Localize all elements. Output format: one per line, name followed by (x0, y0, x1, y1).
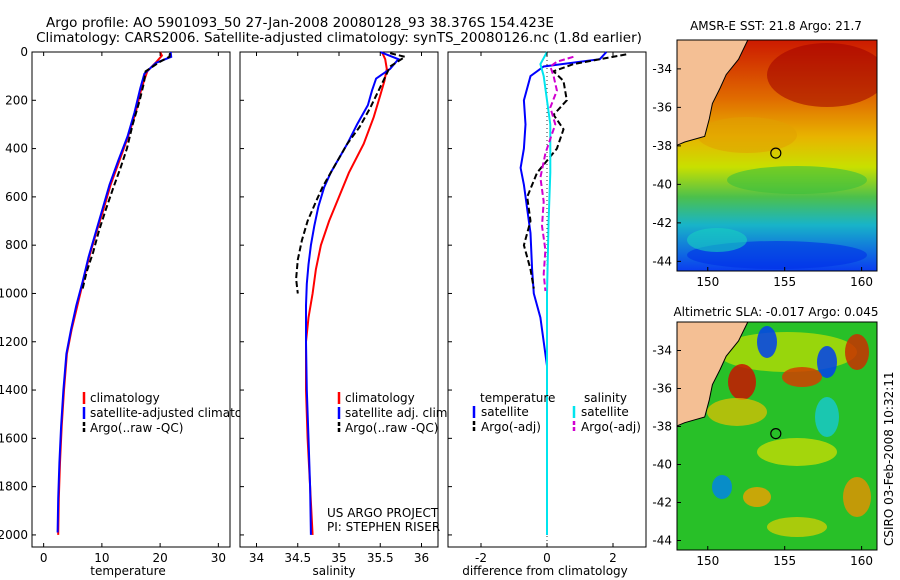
legend-label-climatology: climatology (345, 391, 415, 405)
y-tick-label: 1600 (0, 431, 28, 445)
y-tick-label: 1400 (0, 383, 28, 397)
map-lat-label: -36 (652, 382, 672, 396)
legend-label-temp-argo: Argo(-adj) (481, 420, 541, 434)
x-tick-label: 0 (543, 551, 551, 565)
sla-map-title: Altimetric SLA: -0.017 Argo: 0.045 (673, 305, 878, 319)
y-tick-label: 1000 (0, 286, 28, 300)
sst-map-frame (676, 39, 878, 272)
series-line-argo-raw-qc (81, 53, 171, 292)
temperature-x-label: temperature (90, 564, 165, 578)
map-lon-label: 150 (696, 554, 719, 568)
legend-title-salinity: salinity (584, 391, 627, 405)
x-tick-label: 0 (40, 551, 48, 565)
x-tick-label: 35.5 (367, 551, 394, 565)
series-line-temperature-satellite (519, 51, 608, 535)
map-lat-label: -34 (652, 62, 672, 76)
temperature-legend: climatology satellite-adjusted climatolo… (82, 391, 268, 435)
map-lon-label: 160 (850, 275, 873, 289)
y-tick-label: 0 (20, 45, 28, 59)
legend-label-argo: Argo(..raw -QC) (90, 421, 183, 435)
x-tick-label: 30 (211, 551, 226, 565)
x-tick-label: 34 (249, 551, 264, 565)
salinity-axes (239, 51, 439, 548)
y-tick-label: 800 (5, 238, 28, 252)
temperature-axes (31, 51, 231, 548)
salinity-legend: climatology satellite adj. clim. Argo(..… (337, 391, 451, 435)
sst-map-panel: AMSR-E SST: 21.8 Argo: 21.7 (652, 19, 878, 289)
x-tick-label: -2 (475, 551, 487, 565)
map-lat-label: -36 (652, 100, 672, 114)
x-tick-label: 10 (94, 551, 109, 565)
sla-land-mass (677, 322, 748, 427)
map-lat-label: -42 (652, 216, 672, 230)
x-tick-label: 2 (609, 551, 617, 565)
sst-map-field (677, 40, 877, 271)
series-line-temperature-argo-adj (522, 53, 627, 289)
temperature-profile-panel: 0 10 20 30 0 200 400 600 800 1000 1200 1400 1600 1800… (0, 45, 268, 578)
sst-map-title: AMSR-E SST: 21.8 Argo: 21.7 (690, 19, 862, 33)
side-timestamp-label: CSIRO 03-Feb-2008 10:32:11 (882, 371, 896, 546)
series-line-salinity-argo-adj (539, 55, 574, 292)
x-tick-label: 34.5 (284, 551, 311, 565)
map-lat-label: -38 (652, 139, 672, 153)
difference-legend: temperature salinity satellite Argo(-adj… (472, 391, 641, 434)
y-tick-label: 1200 (0, 335, 28, 349)
map-lat-label: -44 (652, 254, 672, 268)
salinity-profile-panel: 34 34.5 35 35.5 36 salinity climatology sate… (239, 51, 451, 578)
sst-land-mass (677, 40, 748, 146)
y-tick-label: 400 (5, 142, 28, 156)
y-tick-label: 200 (5, 93, 28, 107)
map-lat-label: -42 (652, 496, 672, 510)
legend-label-argo: Argo(..raw -QC) (345, 421, 438, 435)
map-lat-label: -44 (652, 534, 672, 548)
legend-label-sal-argo: Argo(-adj) (581, 420, 641, 434)
difference-profile-panel: -2 0 2 difference from climatology tempera… (447, 51, 647, 578)
x-tick-label: 36 (414, 551, 429, 565)
figure-title-line2: Climatology: CARS2006. Satellite-adjuste… (36, 30, 642, 46)
legend-label-climatology: climatology (90, 391, 160, 405)
legend-label-satellite: satellite-adjusted climatology (90, 406, 268, 420)
map-lon-label: 155 (773, 554, 796, 568)
map-lon-label: 150 (696, 275, 719, 289)
y-tick-label: 2000 (0, 528, 28, 542)
y-tick-label: 600 (5, 190, 28, 204)
legend-label-temp-satellite: satellite (481, 405, 529, 419)
x-tick-label: 35 (331, 551, 346, 565)
map-lat-label: -40 (652, 177, 672, 191)
sla-coastline (677, 322, 749, 427)
series-line-satellite-adjusted-climatology (56, 51, 173, 533)
difference-x-label: difference from climatology (462, 564, 628, 578)
map-lat-label: -40 (652, 458, 672, 472)
legend-label-sal-satellite: satellite (581, 405, 629, 419)
series-line-salinity-satellite (539, 51, 552, 535)
project-note-line2: PI: STEPHEN RISER (327, 520, 440, 534)
salinity-x-label: salinity (312, 564, 355, 578)
project-note-line1: US ARGO PROJECT (327, 506, 439, 520)
x-tick-label: 20 (152, 551, 167, 565)
legend-label-satellite: satellite adj. clim. (345, 406, 451, 420)
y-tick-label: 1800 (0, 480, 28, 494)
series-line-satellite-adj-clim (305, 51, 401, 535)
sla-map-frame (676, 321, 878, 551)
sst-coastline (677, 40, 749, 146)
sla-argo-position-marker (770, 427, 782, 440)
legend-title-temperature: temperature (480, 391, 555, 405)
series-line-argo-raw-qc (295, 52, 408, 294)
map-lon-label: 160 (850, 554, 873, 568)
sla-map-panel: Altimetric SLA: -0.017 Argo: 0.045 150 15… (652, 305, 878, 568)
sla-map-field (677, 322, 877, 550)
map-lon-label: 155 (773, 275, 796, 289)
map-lat-label: -38 (652, 420, 672, 434)
map-lat-label: -34 (652, 344, 672, 358)
figure-title-line1: Argo profile: AO 5901093_50 27-Jan-2008 … (46, 15, 554, 31)
sst-argo-position-marker (770, 147, 782, 159)
